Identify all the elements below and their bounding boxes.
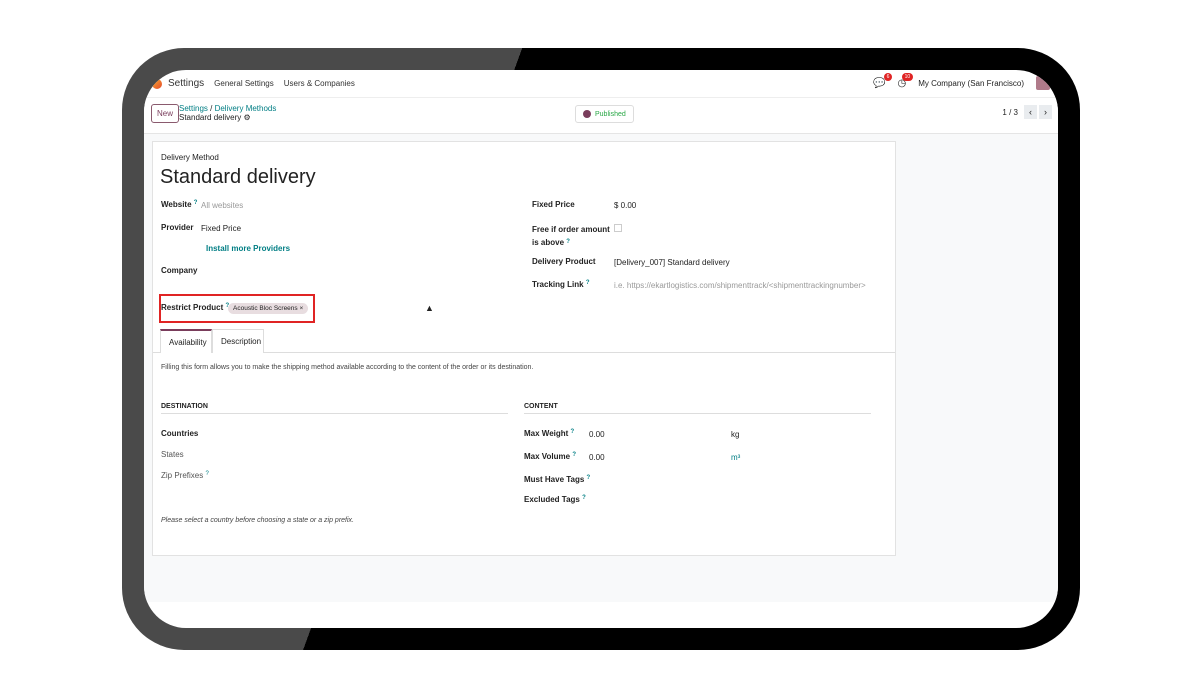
website-field[interactable]: All websites [201, 201, 244, 210]
gear-icon[interactable]: ⚙ [243, 113, 251, 122]
restrict-product-highlight [159, 294, 315, 323]
app-screen: Settings General Settings Users & Compan… [144, 70, 1058, 628]
close-icon[interactable]: × [299, 305, 304, 312]
chat-badge: 6 [883, 72, 893, 81]
notebook-tabs: Availability Description [153, 329, 895, 353]
zip-prefixes-label: Zip Prefixes [161, 471, 204, 480]
max-weight-field[interactable]: 0.00 [589, 430, 605, 439]
fixed-price-label: Fixed Price [532, 200, 575, 209]
website-label: Website [161, 200, 192, 209]
top-navbar: Settings General Settings Users & Compan… [144, 70, 1058, 98]
provider-field[interactable]: Fixed Price [201, 224, 242, 233]
availability-intro: Filling this form allows you to make the… [161, 364, 534, 371]
restrict-product-label: Restrict Product [161, 303, 224, 312]
control-panel: New Settings / Delivery Methods Standard… [144, 98, 1058, 134]
free-above-checkbox[interactable] [614, 224, 622, 232]
pager-value: 1 / 3 [1002, 107, 1018, 117]
must-have-tags-label: Must Have Tags [524, 475, 585, 484]
tab-availability[interactable]: Availability [160, 329, 212, 353]
weight-unit: kg [731, 430, 740, 439]
volume-unit: m³ [731, 453, 741, 462]
delivery-product-label: Delivery Product [532, 257, 596, 266]
published-label: Published [595, 110, 626, 118]
warning-icon: ▲ [425, 303, 434, 313]
form-subtitle: Delivery Method [161, 153, 219, 162]
tag-label: Acoustic Bloc Screens [233, 305, 298, 312]
restrict-product-tag[interactable]: Acoustic Bloc Screens × [228, 303, 309, 314]
max-weight-label: Max Weight [524, 429, 569, 438]
globe-icon [583, 110, 591, 118]
record-title[interactable]: Standard delivery [160, 166, 316, 188]
tracking-link-label: Tracking Link [532, 280, 584, 289]
tracking-link-input[interactable]: i.e. https://ekartlogistics.com/shipment… [614, 281, 866, 290]
published-button[interactable]: Published [575, 105, 634, 123]
chevron-right-icon[interactable]: › [1039, 105, 1052, 119]
new-button[interactable]: New [151, 104, 180, 123]
breadcrumb: Settings / Delivery Methods Standard del… [179, 104, 277, 122]
activity-clock-icon[interactable]: ◷ 10 [897, 72, 914, 89]
activity-badge: 10 [901, 72, 914, 81]
fixed-price-field[interactable]: $ 0.00 [614, 201, 637, 210]
destination-heading: DESTINATION [161, 403, 508, 414]
nav-general-settings[interactable]: General Settings [214, 79, 274, 88]
states-label: States [161, 450, 184, 459]
nav-users-companies[interactable]: Users & Companies [283, 79, 355, 88]
form-sheet: Delivery Method Standard delivery Websit… [152, 141, 896, 556]
breadcrumb-current: Standard delivery [179, 113, 242, 122]
breadcrumb-delivery-methods[interactable]: Delivery Methods [214, 104, 277, 113]
avatar[interactable] [1036, 76, 1050, 90]
chevron-left-icon[interactable]: ‹ [1024, 105, 1037, 119]
countries-label: Countries [161, 429, 199, 438]
tab-description[interactable]: Description [212, 329, 264, 353]
app-logo-icon[interactable] [152, 78, 162, 89]
company-switcher[interactable]: My Company (San Francisco) [918, 78, 1024, 88]
free-above-label: Free if order amount is above [532, 225, 610, 247]
nav-app-settings[interactable]: Settings [168, 78, 205, 89]
content-heading: CONTENT [524, 403, 871, 414]
provider-label: Provider [161, 223, 194, 232]
breadcrumb-settings[interactable]: Settings [179, 104, 208, 113]
max-volume-label: Max Volume [524, 452, 571, 461]
max-volume-field[interactable]: 0.00 [589, 453, 605, 462]
form-view: Delivery Method Standard delivery Websit… [144, 134, 1058, 602]
excluded-tags-label: Excluded Tags [524, 495, 580, 504]
delivery-product-field[interactable]: [Delivery_007] Standard delivery [614, 258, 730, 267]
install-providers-link[interactable]: Install more Providers [206, 244, 291, 253]
company-label: Company [161, 266, 198, 275]
destination-note: Please select a country before choosing … [161, 517, 354, 524]
pager: 1 / 3 ‹ › [1002, 105, 1052, 119]
chat-icon[interactable]: 💬 6 [873, 72, 893, 89]
